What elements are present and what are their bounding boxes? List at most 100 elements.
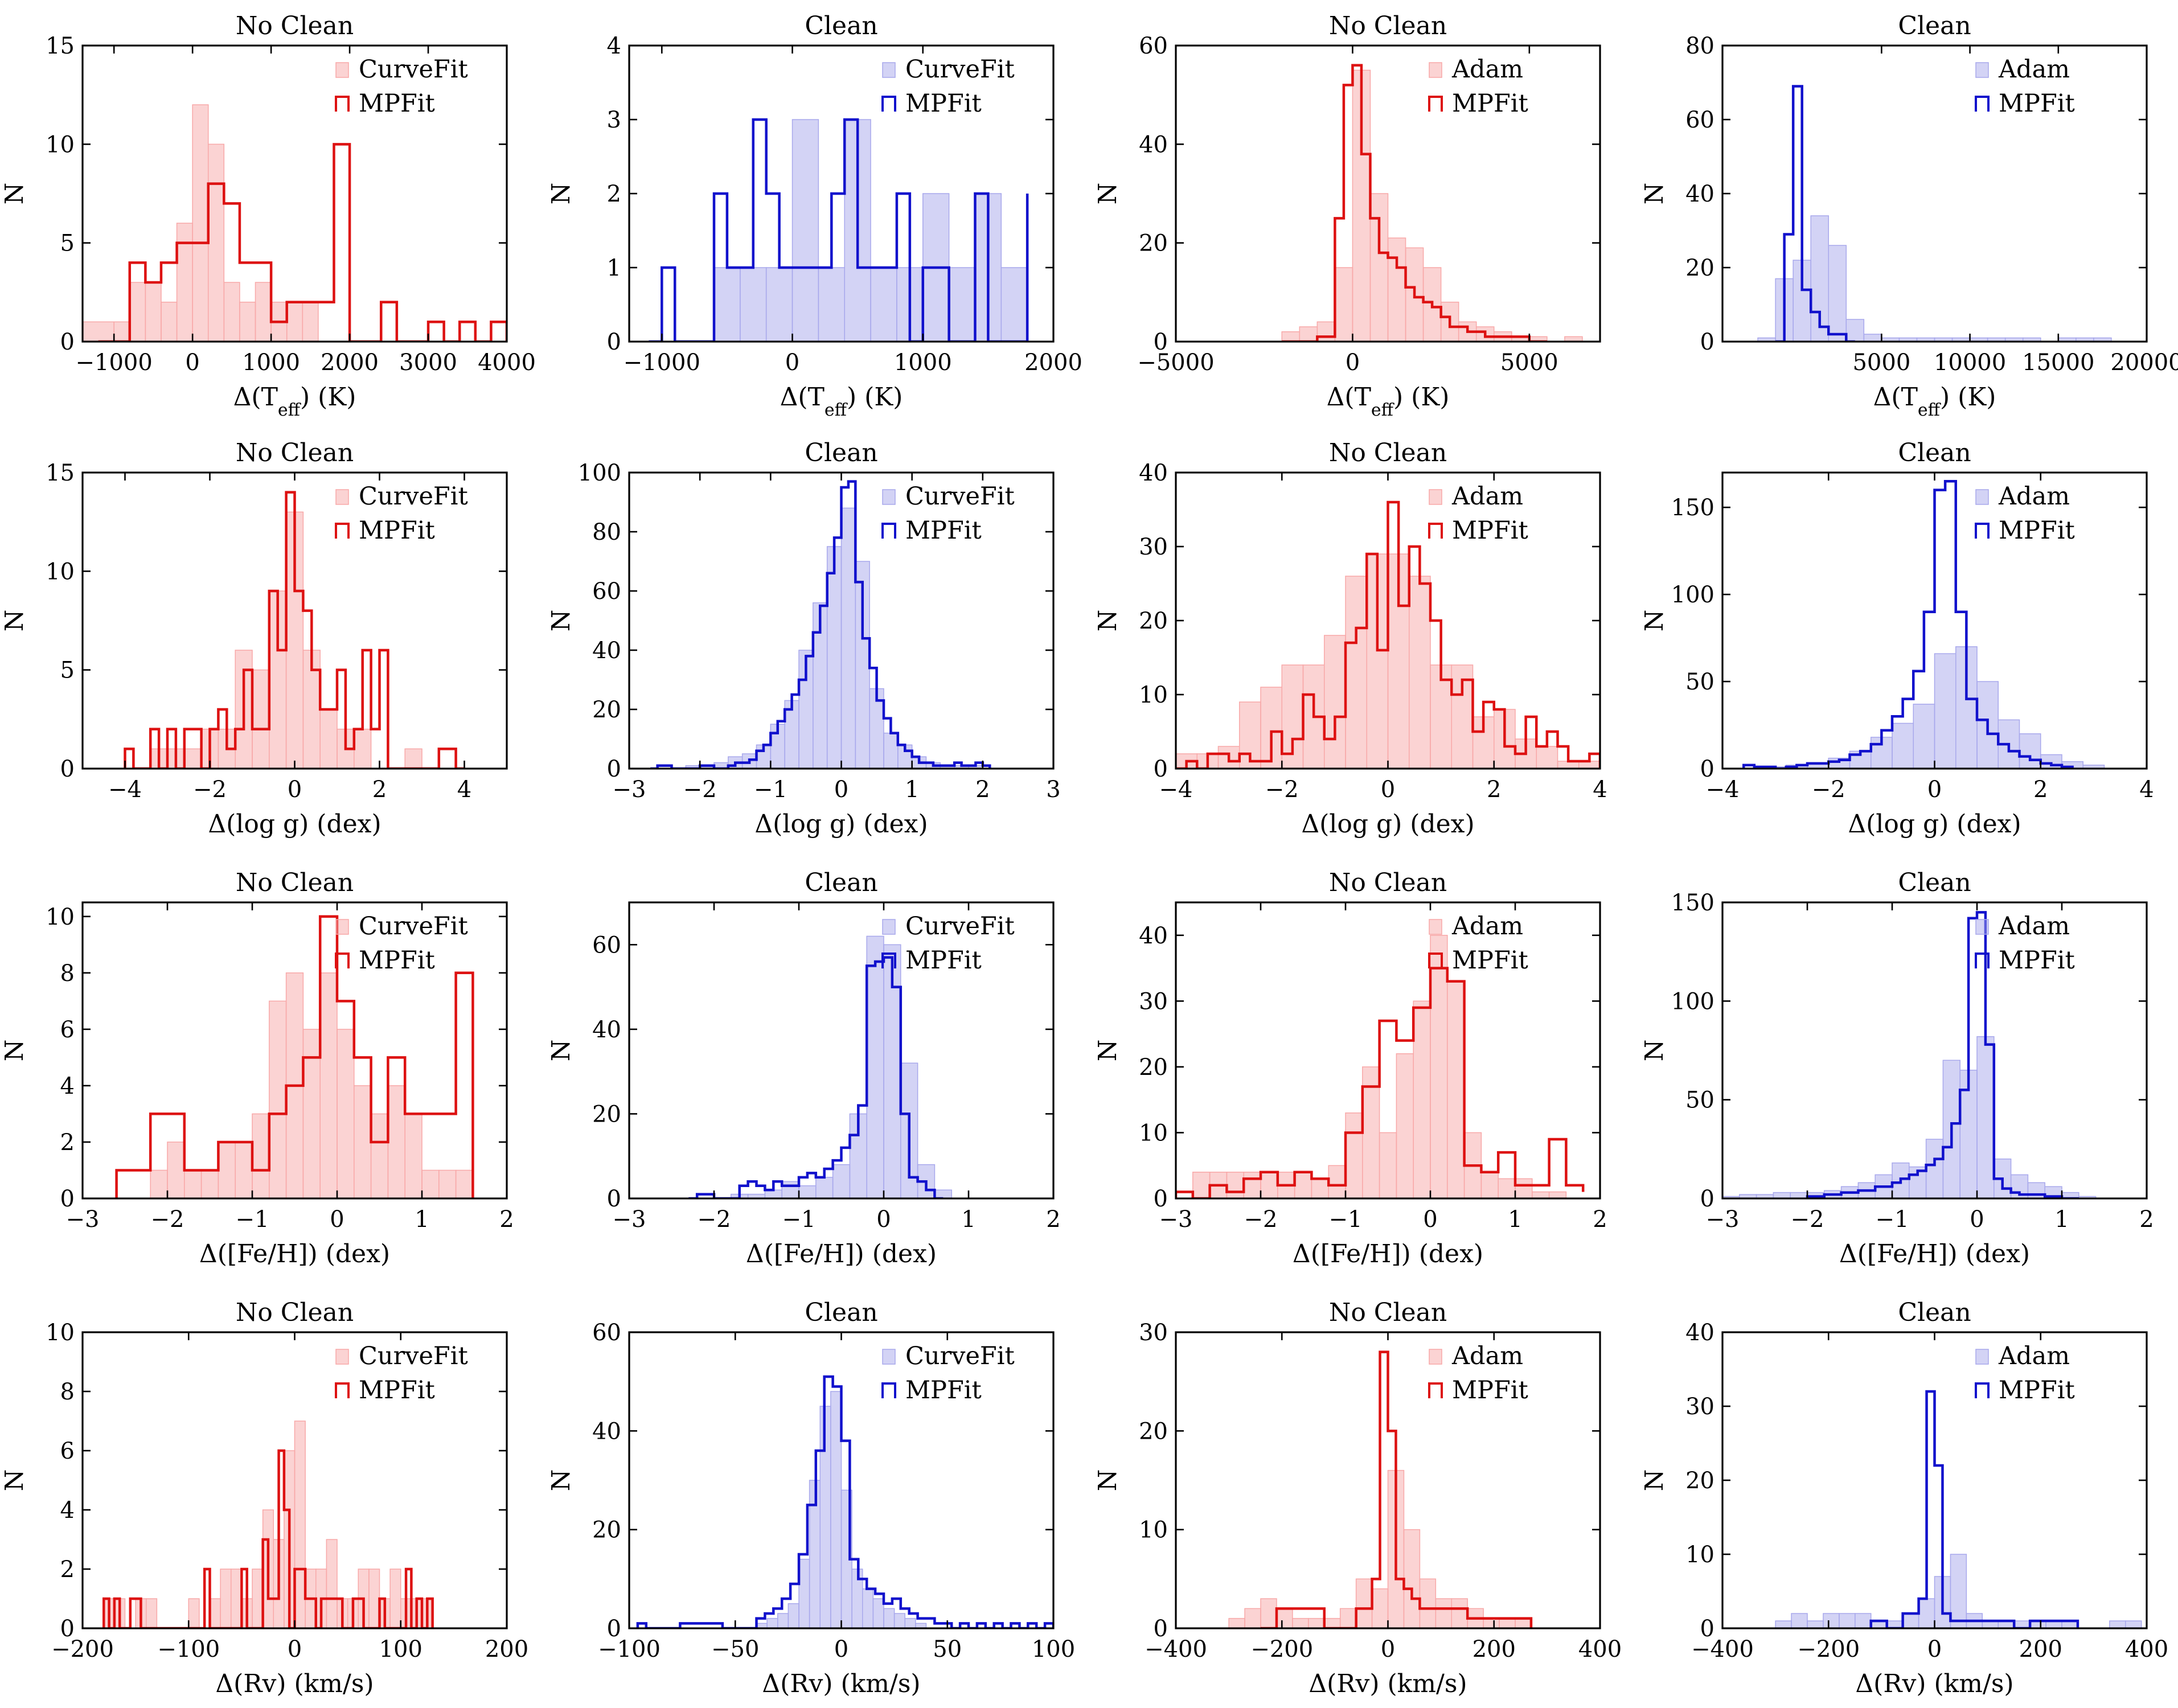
y-tick-label: 150: [1671, 890, 1714, 916]
panel-title: Clean: [1898, 1298, 1971, 1327]
axes-frame: [81, 901, 508, 1200]
legend: CurveFit MPFit: [335, 912, 468, 975]
step-series-line: [1176, 500, 1600, 769]
x-tick-label: 0: [288, 1636, 302, 1662]
histogram-panel: −3 −2 −1 0 1 2 0 50 100 150 Clean Δ([Fe/H]) (dex) N A…: [1640, 868, 2154, 1268]
plot-area: [636, 1375, 1053, 1628]
histogram-bar: [1548, 1191, 1567, 1198]
x-tick-label: 1000: [894, 350, 952, 376]
histogram-bar: [1828, 245, 1847, 342]
legend-swatch-step: [1428, 952, 1443, 968]
legend-label: Adam: [1451, 55, 1523, 84]
y-tick-label: 0: [1154, 329, 1168, 355]
legend: CurveFit MPFit: [881, 912, 1015, 975]
histogram-bar: [1000, 267, 1028, 342]
y-tick-label: 10: [46, 132, 75, 158]
legend-swatch-filled: [335, 62, 349, 78]
x-axis-label: Δ([Fe/H]) (dex): [199, 1239, 390, 1268]
histogram-bar: [1281, 331, 1301, 342]
legend-label: MPFit: [905, 946, 982, 975]
x-tick-label: 0: [185, 350, 199, 376]
histogram-bar: [235, 1142, 253, 1198]
y-tick-label: 0: [1154, 756, 1168, 782]
legend-swatch-step: [1975, 523, 1990, 539]
histogram-panel: 5000 10000 15000 20000 0 20 40 60 80 Clean Δ(Teff)…: [1640, 11, 2178, 420]
x-axis-label: Δ(log g) (dex): [754, 810, 928, 839]
histogram-bar: [1396, 1053, 1414, 1198]
legend-label: Adam: [1998, 1342, 2070, 1370]
x-tick-label: 0: [834, 1636, 848, 1662]
histogram-bar: [1316, 321, 1336, 342]
legend-swatch-step: [335, 1382, 350, 1398]
legend-label: MPFit: [1999, 1376, 2075, 1405]
y-axis-label: N: [547, 183, 576, 205]
histogram-bar: [1292, 1617, 1309, 1628]
x-tick-label: 50: [933, 1636, 962, 1662]
legend-swatch-filled: [882, 489, 896, 505]
x-tick-label: 1: [415, 1206, 429, 1233]
legend-label: Adam: [1998, 482, 2070, 511]
x-tick-label: −3: [66, 1206, 100, 1233]
legend-swatch-step: [881, 1382, 896, 1398]
histogram-bar: [167, 1142, 185, 1198]
histogram-bar: [1902, 1613, 1919, 1628]
histogram-bar: [1260, 1172, 1278, 1198]
histogram-bar: [1369, 193, 1389, 342]
y-tick-label: 20: [1685, 255, 1714, 281]
y-axis-label: N: [547, 1469, 576, 1492]
y-tick-label: 20: [592, 697, 621, 723]
y-tick-label: 40: [592, 1418, 621, 1444]
histogram-bar: [740, 267, 767, 342]
histogram-bar: [2109, 1620, 2126, 1628]
histogram-bar: [200, 1169, 219, 1198]
legend-label: MPFit: [1452, 516, 1528, 545]
x-tick-label: −1: [1876, 1206, 1909, 1233]
y-tick-label: 60: [1139, 33, 1168, 59]
histogram-panel: −4 −2 0 2 4 0 5 10 15 No Clean Δ(log g) (dex) N Curv…: [0, 438, 508, 839]
histogram-panel: −200 −100 0 100 200 0 2 4 6 8 10 No Clean Δ(Rv) (km/…: [0, 1298, 528, 1698]
legend-swatch-step: [335, 96, 350, 112]
histogram-bar: [713, 267, 741, 342]
histogram-bar: [455, 1169, 474, 1198]
histogram-bar: [1419, 1578, 1437, 1628]
x-tick-label: −2: [1812, 777, 1845, 803]
axes-frame: [81, 44, 508, 343]
y-axis-label: N: [0, 1040, 29, 1062]
histogram-bar: [1192, 1172, 1211, 1198]
histogram-bar: [1480, 1172, 1499, 1198]
step-series-line: [636, 1375, 1053, 1628]
y-tick-label: 10: [1139, 1517, 1168, 1543]
histogram-bar: [1536, 746, 1558, 769]
step-series-line: [98, 143, 507, 342]
legend-label: Adam: [1451, 1342, 1523, 1370]
y-axis-label: N: [0, 1469, 29, 1492]
y-tick-label: 50: [1685, 1087, 1714, 1114]
legend-label: MPFit: [905, 89, 982, 118]
legend-label: MPFit: [359, 516, 435, 545]
x-tick-label: −400: [1691, 1636, 1754, 1662]
histogram-bar: [1379, 1132, 1397, 1198]
legend-swatch-step: [1975, 96, 1990, 112]
histogram-bar: [387, 1085, 405, 1198]
legend-swatch-step: [335, 952, 350, 968]
x-tick-label: 15000: [2022, 350, 2094, 376]
y-tick-label: 30: [1139, 1320, 1168, 1346]
histogram-bar: [1324, 635, 1346, 769]
legend-label: MPFit: [359, 946, 435, 975]
histogram-bar: [832, 1164, 851, 1198]
y-tick-label: 4: [60, 1073, 75, 1099]
histogram-bar: [368, 1569, 380, 1628]
x-tick-label: 0: [1927, 1636, 1942, 1662]
histogram-bar: [765, 267, 793, 342]
legend-swatch-filled: [882, 919, 896, 935]
histogram-bar: [1839, 1613, 1856, 1628]
histogram-bar: [1308, 1617, 1325, 1628]
x-tick-label: −3: [1159, 1206, 1193, 1233]
histogram-bar: [184, 748, 202, 769]
legend: Adam MPFit: [1975, 482, 2075, 545]
plot-area: [1775, 1390, 2142, 1628]
histogram-panel: −100 −50 0 50 100 0 20 40 60 Clean Δ(Rv) (km/s) N Cu…: [547, 1298, 1075, 1698]
step-series-line: [688, 956, 944, 1198]
histogram-bar: [302, 1029, 321, 1198]
